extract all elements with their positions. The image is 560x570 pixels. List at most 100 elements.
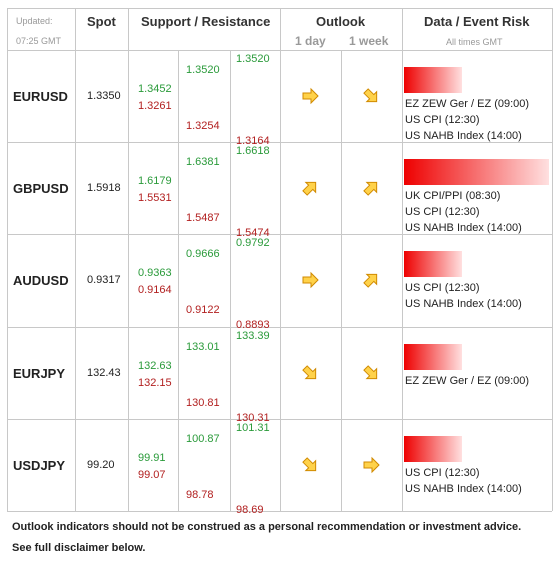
outlook-arrow bbox=[300, 270, 320, 295]
updated-time: 07:25 GMT bbox=[16, 36, 62, 46]
pair: EURJPY bbox=[13, 365, 66, 381]
spot-header: Spot bbox=[87, 14, 116, 29]
arrow-icon bbox=[302, 457, 317, 471]
support: 0.9122 bbox=[186, 304, 220, 317]
col-line bbox=[178, 50, 179, 511]
event: US NAHB Index (14:00) bbox=[405, 222, 522, 235]
event-bar bbox=[404, 67, 462, 93]
col-line bbox=[128, 8, 129, 511]
support: 130.31 bbox=[236, 411, 270, 424]
pair: EURUSD bbox=[13, 89, 68, 104]
resistance: 133.01 bbox=[186, 340, 220, 353]
arrow-icon bbox=[363, 456, 380, 474]
resistance: 0.9666 bbox=[186, 248, 220, 261]
arrow-icon bbox=[363, 182, 378, 196]
row-line bbox=[7, 326, 552, 328]
resistance: 0.9792 bbox=[236, 237, 270, 250]
col-line bbox=[280, 8, 281, 511]
event: US NAHB Index (14:00) bbox=[405, 482, 522, 495]
outlook-arrow bbox=[361, 178, 381, 203]
support: 1.5487 bbox=[186, 212, 220, 225]
updated-label: Updated: bbox=[16, 16, 53, 26]
support: 130.81 bbox=[186, 396, 220, 409]
outlook-arrow bbox=[361, 86, 381, 111]
arrow-icon bbox=[363, 364, 378, 379]
outlook-header: Outlook bbox=[316, 14, 366, 29]
support: 1.5474 bbox=[236, 227, 270, 240]
event: EZ ZEW Ger / EZ (09:00) bbox=[405, 374, 530, 387]
event: EZ ZEW Ger / EZ (09:00) bbox=[405, 98, 530, 110]
event-bar bbox=[404, 159, 549, 186]
border bbox=[7, 511, 552, 512]
outlook-arrow bbox=[300, 363, 320, 388]
arrow-icon bbox=[363, 274, 378, 289]
outlook-arrow bbox=[300, 455, 320, 480]
col-line bbox=[7, 8, 8, 511]
resistance: 1.3520 bbox=[186, 64, 220, 76]
support: 132.15 bbox=[138, 376, 172, 389]
support: 0.9164 bbox=[138, 284, 172, 297]
resistance: 133.39 bbox=[236, 329, 270, 342]
resistance: 99.91 bbox=[138, 451, 166, 464]
col-line bbox=[230, 50, 231, 511]
pair: GBPUSD bbox=[13, 181, 69, 197]
arrow-icon bbox=[363, 88, 378, 103]
outlook-arrow bbox=[300, 178, 320, 203]
resistance: 0.9363 bbox=[138, 267, 172, 280]
spot: 1.5918 bbox=[87, 182, 121, 195]
row-line bbox=[7, 234, 552, 236]
event: US NAHB Index (14:00) bbox=[405, 130, 522, 142]
event: US CPI (12:30) bbox=[405, 466, 480, 479]
arrow-icon bbox=[302, 182, 317, 196]
support: 0.8893 bbox=[236, 319, 270, 332]
resistance: 1.3520 bbox=[236, 53, 270, 65]
resistance: 1.3452 bbox=[138, 83, 172, 95]
resistance: 100.87 bbox=[186, 432, 220, 445]
col-line bbox=[341, 50, 342, 511]
sr-header: Support / Resistance bbox=[141, 14, 271, 29]
outlook-arrow bbox=[361, 455, 381, 480]
pair: USDJPY bbox=[13, 457, 66, 473]
resistance: 1.6381 bbox=[186, 156, 220, 169]
outlook-arrow bbox=[361, 363, 381, 388]
event: US CPI (12:30) bbox=[405, 114, 480, 126]
support: 98.78 bbox=[186, 488, 214, 501]
outlook-arrow bbox=[361, 270, 381, 295]
resistance: 1.6179 bbox=[138, 175, 172, 188]
outlook-arrow bbox=[300, 86, 320, 111]
event-bar bbox=[404, 343, 462, 370]
support: 98.69 bbox=[236, 503, 264, 516]
event: US NAHB Index (14:00) bbox=[405, 298, 522, 311]
pair: AUDUSD bbox=[13, 273, 69, 289]
event: US CPI (12:30) bbox=[405, 206, 480, 219]
footer-line: See full disclaimer below. bbox=[12, 542, 146, 554]
event-bar bbox=[404, 251, 462, 278]
arrow-icon bbox=[302, 272, 319, 289]
arrow-icon bbox=[302, 87, 319, 105]
spot: 132.43 bbox=[87, 366, 121, 379]
support: 1.3164 bbox=[236, 135, 270, 147]
row-line bbox=[7, 142, 552, 144]
support: 99.07 bbox=[138, 468, 166, 481]
support: 1.3254 bbox=[186, 120, 220, 132]
event: US CPI (12:30) bbox=[405, 282, 480, 295]
resistance: 101.31 bbox=[236, 421, 270, 434]
spot: 0.9317 bbox=[87, 274, 121, 287]
outlook-1day: 1 day bbox=[295, 34, 326, 48]
event: UK CPI/PPI (08:30) bbox=[405, 190, 501, 203]
spot: 1.3350 bbox=[87, 90, 121, 102]
event-note: All times GMT bbox=[446, 37, 503, 47]
border bbox=[7, 8, 552, 9]
row-line bbox=[7, 50, 552, 51]
col-line bbox=[402, 8, 403, 511]
support: 1.3261 bbox=[138, 100, 172, 112]
event-header: Data / Event Risk bbox=[424, 14, 530, 29]
footer-line: Outlook indicators should not be constru… bbox=[12, 521, 522, 533]
col-line bbox=[552, 8, 553, 511]
resistance: 1.6618 bbox=[236, 145, 270, 158]
resistance: 132.63 bbox=[138, 359, 172, 372]
event-bar bbox=[404, 435, 462, 462]
support: 1.5531 bbox=[138, 192, 172, 205]
row-line bbox=[7, 418, 552, 420]
